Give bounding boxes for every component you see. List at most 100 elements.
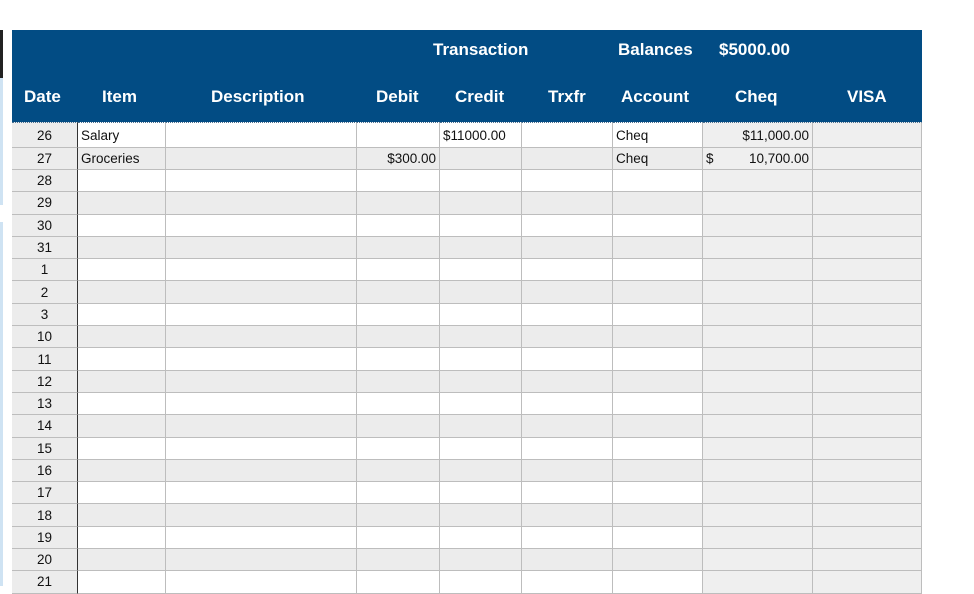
cell-trxfr[interactable]	[522, 504, 613, 527]
cell-credit[interactable]	[440, 214, 522, 237]
cell-cheq[interactable]	[703, 504, 813, 527]
cell-cheq[interactable]	[703, 281, 813, 304]
cell-cheq[interactable]	[703, 437, 813, 460]
cell-credit[interactable]	[440, 571, 522, 594]
cell-description[interactable]	[166, 192, 357, 215]
cell-debit[interactable]	[357, 370, 440, 393]
cell-cheq[interactable]	[703, 459, 813, 483]
cell-item[interactable]	[78, 526, 166, 550]
cell-trxfr[interactable]	[522, 214, 613, 237]
cell-visa[interactable]	[813, 281, 922, 304]
cell-item[interactable]	[78, 236, 166, 260]
column-header-account[interactable]: Account	[621, 87, 689, 106]
cell-account[interactable]	[613, 549, 703, 572]
cell-item[interactable]	[78, 459, 166, 483]
cell-account[interactable]	[613, 303, 703, 327]
cell-date[interactable]: 20	[12, 549, 78, 572]
cell-account[interactable]	[613, 392, 703, 416]
cell-debit[interactable]	[357, 236, 440, 260]
cell-trxfr[interactable]	[522, 348, 613, 371]
column-header-credit[interactable]: Credit	[455, 87, 505, 106]
cell-item[interactable]	[78, 281, 166, 304]
cell-description[interactable]	[166, 437, 357, 460]
cell-account[interactable]	[613, 192, 703, 215]
cell-cheq[interactable]	[703, 482, 813, 505]
cell-account[interactable]	[613, 259, 703, 282]
cell-cheq[interactable]	[703, 192, 813, 215]
cell-item[interactable]	[78, 214, 166, 237]
cell-debit[interactable]	[357, 504, 440, 527]
cell-trxfr[interactable]	[522, 303, 613, 327]
column-header-item[interactable]: Item	[102, 87, 137, 106]
cell-description[interactable]	[166, 415, 357, 438]
cell-cheq[interactable]	[703, 326, 813, 349]
cell-item[interactable]	[78, 437, 166, 460]
cell-cheq[interactable]	[703, 170, 813, 193]
cell-description[interactable]	[166, 122, 357, 148]
cell-date[interactable]: 17	[12, 482, 78, 505]
cell-item[interactable]	[78, 348, 166, 371]
cell-debit[interactable]	[357, 303, 440, 327]
cell-debit[interactable]	[357, 122, 440, 148]
cell-trxfr[interactable]	[522, 370, 613, 393]
cell-debit[interactable]	[357, 170, 440, 193]
cell-credit[interactable]	[440, 148, 522, 170]
cell-cheq[interactable]	[703, 571, 813, 594]
cell-trxfr[interactable]	[522, 482, 613, 505]
cell-debit[interactable]	[357, 526, 440, 550]
cell-trxfr[interactable]	[522, 392, 613, 416]
cell-debit[interactable]: $300.00	[357, 148, 440, 170]
cell-visa[interactable]	[813, 303, 922, 327]
cell-date[interactable]: 26	[12, 122, 78, 148]
cell-visa[interactable]	[813, 122, 922, 148]
column-header-trxfr[interactable]: Trxfr	[548, 87, 586, 106]
cell-date[interactable]: 27	[12, 148, 78, 170]
cell-description[interactable]	[166, 459, 357, 483]
cell-debit[interactable]	[357, 281, 440, 304]
cell-item[interactable]	[78, 392, 166, 416]
cell-cheq[interactable]	[703, 549, 813, 572]
cell-account[interactable]	[613, 504, 703, 527]
cell-item[interactable]	[78, 415, 166, 438]
cell-trxfr[interactable]	[522, 526, 613, 550]
cell-item[interactable]	[78, 170, 166, 193]
cell-item[interactable]: Salary	[78, 122, 166, 148]
cell-trxfr[interactable]	[522, 415, 613, 438]
cell-date[interactable]: 13	[12, 392, 78, 416]
cell-visa[interactable]	[813, 504, 922, 527]
cell-item[interactable]	[78, 571, 166, 594]
cell-cheq[interactable]	[703, 415, 813, 438]
cell-visa[interactable]	[813, 392, 922, 416]
cell-account[interactable]: Cheq	[613, 122, 703, 148]
cell-debit[interactable]	[357, 459, 440, 483]
cell-date[interactable]: 3	[12, 303, 78, 327]
cell-description[interactable]	[166, 526, 357, 550]
cell-account[interactable]	[613, 571, 703, 594]
column-header-visa[interactable]: VISA	[847, 87, 887, 106]
cell-date[interactable]: 11	[12, 348, 78, 371]
cell-description[interactable]	[166, 148, 357, 170]
cell-visa[interactable]	[813, 549, 922, 572]
cell-description[interactable]	[166, 392, 357, 416]
cell-credit[interactable]	[440, 437, 522, 460]
cell-cheq[interactable]	[703, 392, 813, 416]
cell-visa[interactable]	[813, 148, 922, 170]
column-header-date[interactable]: Date	[24, 87, 61, 106]
cell-trxfr[interactable]	[522, 236, 613, 260]
cell-trxfr[interactable]	[522, 192, 613, 215]
cell-trxfr[interactable]	[522, 281, 613, 304]
cell-description[interactable]	[166, 170, 357, 193]
cell-credit[interactable]	[440, 549, 522, 572]
cell-account[interactable]	[613, 214, 703, 237]
cell-account[interactable]	[613, 415, 703, 438]
cell-description[interactable]	[166, 259, 357, 282]
cell-description[interactable]	[166, 303, 357, 327]
cell-trxfr[interactable]	[522, 549, 613, 572]
cell-trxfr[interactable]	[522, 122, 613, 148]
cell-item[interactable]	[78, 326, 166, 349]
cell-visa[interactable]	[813, 236, 922, 260]
cell-visa[interactable]	[813, 170, 922, 193]
cell-account[interactable]	[613, 437, 703, 460]
cell-account[interactable]: Cheq	[613, 148, 703, 170]
cell-description[interactable]	[166, 326, 357, 349]
